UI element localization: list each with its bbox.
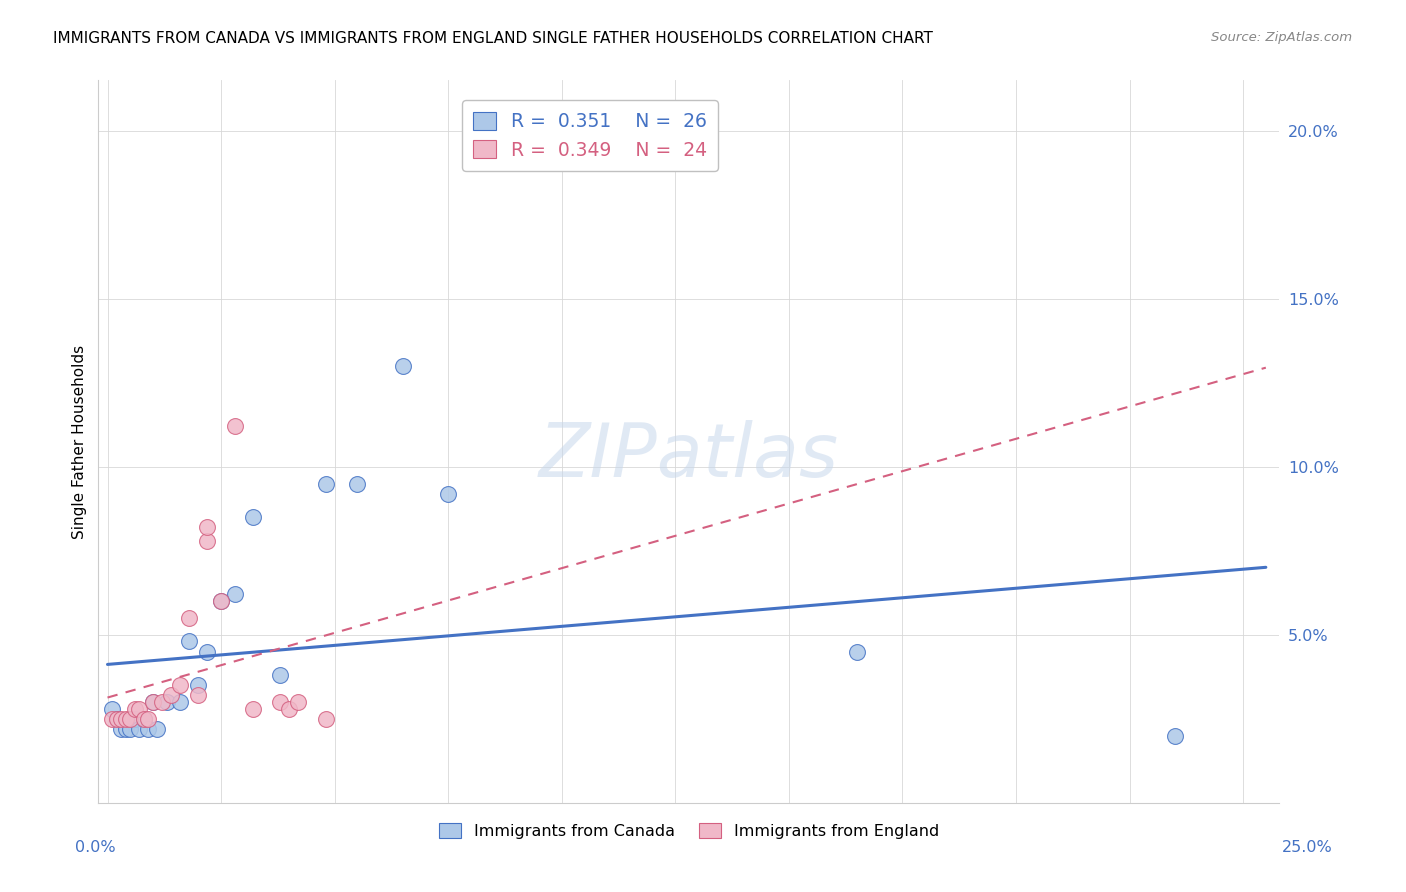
Point (278, 702, 301, 716)
Point (110, 722, 132, 736)
Point (124, 702, 146, 716)
Point (197, 533, 219, 548)
Text: 0.0%: 0.0% (76, 840, 115, 855)
Point (197, 644, 219, 658)
Point (169, 678, 191, 692)
Text: 25.0%: 25.0% (1282, 840, 1333, 855)
Text: Source: ZipAtlas.com: Source: ZipAtlas.com (1212, 31, 1353, 45)
Point (124, 712, 146, 726)
Point (197, 520, 219, 534)
Point (105, 712, 128, 726)
Point (346, 476, 368, 491)
Point (155, 695, 177, 709)
Point (138, 712, 160, 726)
Point (114, 722, 136, 736)
Point (187, 678, 209, 692)
Legend: Immigrants from Canada, Immigrants from England: Immigrants from Canada, Immigrants from … (432, 817, 946, 846)
Point (150, 695, 173, 709)
Point (315, 712, 337, 726)
Point (105, 712, 128, 726)
Point (120, 722, 142, 736)
Point (120, 712, 142, 726)
Point (391, 359, 413, 373)
Point (315, 476, 337, 491)
Point (160, 688, 183, 702)
Point (209, 594, 232, 608)
Point (224, 587, 246, 601)
Point (138, 722, 160, 736)
Text: ZIPatlas: ZIPatlas (538, 420, 839, 492)
Point (142, 695, 165, 709)
Point (269, 668, 291, 682)
Point (187, 688, 209, 702)
Point (269, 695, 291, 709)
Point (114, 712, 136, 726)
Point (110, 712, 132, 726)
Point (132, 712, 155, 726)
Point (242, 510, 264, 524)
Point (1164, 729, 1187, 743)
Point (101, 712, 124, 726)
Point (242, 702, 264, 716)
Point (846, 644, 869, 658)
Point (179, 611, 201, 625)
Y-axis label: Single Father Households: Single Father Households (72, 344, 87, 539)
Point (146, 722, 169, 736)
Point (179, 634, 201, 648)
Point (142, 695, 165, 709)
Point (169, 695, 191, 709)
Point (224, 419, 246, 434)
Point (437, 486, 460, 500)
Point (128, 722, 150, 736)
Point (209, 594, 232, 608)
Point (132, 712, 155, 726)
Text: IMMIGRANTS FROM CANADA VS IMMIGRANTS FROM ENGLAND SINGLE FATHER HOUSEHOLDS CORRE: IMMIGRANTS FROM CANADA VS IMMIGRANTS FRO… (53, 31, 934, 46)
Point (128, 702, 150, 716)
Point (101, 702, 124, 716)
Point (287, 695, 309, 709)
